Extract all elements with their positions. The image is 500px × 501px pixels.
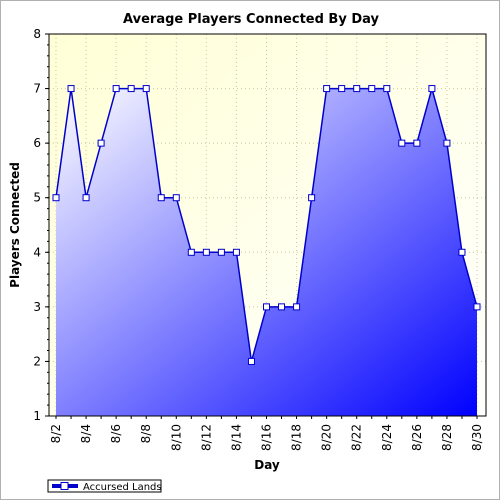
legend-label: Accursed Lands xyxy=(83,482,162,493)
data-points xyxy=(52,85,481,365)
data-point xyxy=(413,139,421,147)
x-tick-label: 8/28 xyxy=(440,424,454,451)
x-tick-label: 8/4 xyxy=(79,424,93,443)
data-point xyxy=(383,85,391,93)
legend-marker xyxy=(60,482,69,490)
x-tick-label: 8/10 xyxy=(169,424,183,451)
y-tick-label: 4 xyxy=(33,245,41,259)
data-point xyxy=(293,303,301,311)
x-tick-label: 8/30 xyxy=(470,424,484,451)
data-point xyxy=(127,85,135,93)
y-tick-label: 1 xyxy=(33,409,41,423)
x-tick-label: 8/14 xyxy=(229,424,243,451)
y-tick-label: 8 xyxy=(33,27,41,41)
x-tick-label: 8/20 xyxy=(320,424,334,451)
x-axis-ticks: 8/2 8/4 8/6 8/8 8/10 8/12 8/14 8/16 8/18 8/20 8/22… xyxy=(49,416,484,451)
data-point xyxy=(187,248,195,256)
data-point xyxy=(52,194,60,202)
x-tick-label: 8/12 xyxy=(199,424,213,451)
legend: Accursed Lands xyxy=(47,479,162,493)
data-point xyxy=(67,85,75,93)
data-point xyxy=(398,139,406,147)
x-tick-label: 8/18 xyxy=(290,424,304,451)
data-point xyxy=(232,248,240,256)
data-point xyxy=(368,85,376,93)
data-point xyxy=(172,194,180,202)
data-point xyxy=(97,139,105,147)
data-point xyxy=(428,85,436,93)
x-tick-label: 8/6 xyxy=(109,424,123,443)
y-tick-label: 5 xyxy=(33,191,41,205)
data-point xyxy=(323,85,331,93)
data-point xyxy=(112,85,120,93)
y-tick-label: 6 xyxy=(33,136,41,150)
data-point xyxy=(278,303,286,311)
y-axis-title: Players Connected xyxy=(8,162,22,288)
legend-box xyxy=(47,479,162,493)
data-point xyxy=(443,139,451,147)
data-point xyxy=(308,194,316,202)
data-point xyxy=(353,85,361,93)
plot-border xyxy=(48,33,487,417)
x-tick-label: 8/2 xyxy=(49,424,63,443)
x-tick-label: 8/16 xyxy=(260,424,274,451)
y-tick-label: 3 xyxy=(33,300,41,314)
data-point xyxy=(473,303,481,311)
data-point xyxy=(82,194,90,202)
x-tick-label: 8/26 xyxy=(410,424,424,451)
data-point xyxy=(247,357,255,365)
x-tick-label: 8/8 xyxy=(139,424,153,443)
data-point xyxy=(142,85,150,93)
data-point xyxy=(217,248,225,256)
data-point xyxy=(202,248,210,256)
y-axis-ticks: 1 2 3 4 5 6 7 8 xyxy=(33,27,49,423)
series-area xyxy=(56,88,477,417)
y-tick-label: 7 xyxy=(33,82,41,96)
data-point xyxy=(263,303,270,311)
y-tick-label: 2 xyxy=(33,354,41,368)
x-axis-title: Day xyxy=(254,458,280,472)
data-point xyxy=(458,248,466,256)
x-tick-label: 8/24 xyxy=(380,424,394,451)
data-point xyxy=(338,85,346,93)
x-tick-label: 8/22 xyxy=(350,424,364,451)
chart-title: Average Players Connected By Day xyxy=(123,12,379,27)
data-point xyxy=(157,194,165,202)
